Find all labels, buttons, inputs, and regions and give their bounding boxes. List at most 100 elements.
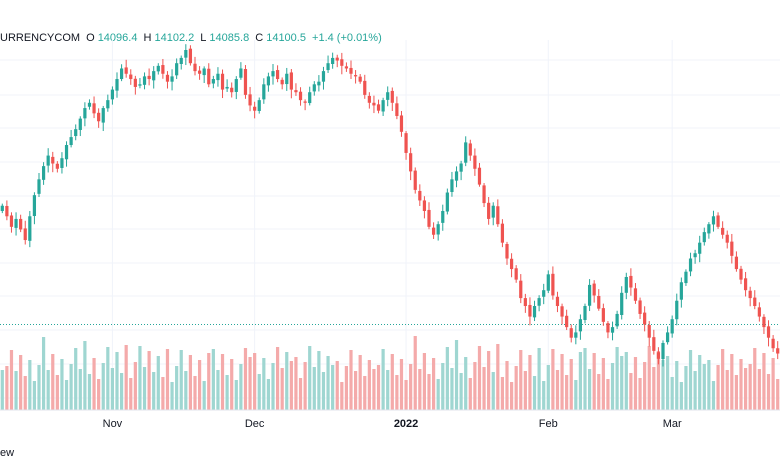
candle-body [487, 202, 491, 219]
volume-bar [78, 369, 82, 410]
candle-body [601, 308, 605, 322]
volume-bar [349, 350, 353, 410]
volume-bar [771, 358, 775, 410]
candle-body [340, 59, 344, 66]
candle-body [32, 195, 37, 217]
candle-body [661, 342, 665, 360]
volume-bar [583, 348, 587, 410]
volume-bar [37, 365, 41, 410]
candle-body [321, 71, 326, 82]
candle-body [698, 242, 702, 254]
candlestick-chart[interactable]: NovDec2022FebMarApr [0, 0, 780, 440]
volume-bar [161, 377, 165, 410]
volume-bar [482, 367, 486, 410]
open-value: 14096.4 [97, 32, 138, 44]
candle-body [188, 48, 193, 64]
close-value: 14100.5 [266, 32, 306, 44]
candle-body [179, 57, 183, 64]
candle-body [220, 73, 225, 90]
candle-body [133, 78, 137, 87]
candle-body [175, 63, 179, 76]
volume-bar [51, 354, 55, 410]
candle-body [285, 73, 289, 85]
volume-bar [431, 358, 436, 410]
candle-body [106, 100, 110, 109]
volume-bar [289, 361, 293, 410]
candle-body [101, 108, 105, 123]
volume-bar [711, 381, 716, 410]
candle-body [436, 224, 440, 235]
volume-bar [615, 347, 619, 410]
footer-text: ew [0, 447, 15, 459]
volume-bar [555, 370, 560, 410]
change-value: +1.4 (+0.01%) [312, 32, 382, 44]
candle-body [592, 283, 596, 296]
candle-body [629, 275, 633, 288]
volume-bar [679, 382, 683, 410]
candle-body [743, 278, 748, 291]
volume-bar [702, 364, 706, 410]
candle-body [216, 73, 220, 81]
volume-bar [643, 362, 647, 410]
volume-bar [684, 366, 688, 410]
volume-bar [138, 346, 142, 410]
volume-bar [248, 357, 252, 410]
candle-body [119, 68, 124, 80]
candle-body [771, 338, 775, 349]
candle-body [665, 332, 670, 343]
volume-bar [257, 374, 261, 410]
candle-body [19, 218, 23, 230]
candle-body [344, 66, 349, 69]
candle-body [730, 241, 734, 256]
low-value: 14085.8 [209, 32, 250, 44]
candle-body [670, 319, 674, 334]
volume-bar [119, 373, 124, 410]
candle-body [165, 74, 170, 82]
candle-body [500, 223, 505, 243]
open-key: O [86, 32, 95, 44]
volume-bar [665, 356, 670, 410]
x-tick-label: Nov [103, 418, 123, 430]
candle-body [87, 102, 92, 107]
volume-bar [753, 348, 757, 410]
candle-body [363, 80, 367, 95]
volume-bar [326, 356, 330, 410]
high-value: 14102.2 [154, 32, 195, 44]
volume-bar [610, 363, 615, 410]
volume-bar [69, 364, 73, 410]
candle-body [565, 315, 569, 328]
volume-bar [285, 352, 289, 410]
time-axis: NovDec2022FebMarApr [103, 418, 682, 430]
candle-body [597, 295, 601, 309]
candle-body [707, 224, 711, 234]
volume-bar [321, 372, 326, 410]
candle-body [28, 216, 32, 241]
volume-bar [620, 356, 624, 410]
volume-bar [459, 373, 463, 410]
volume-bar [542, 381, 546, 410]
candle-body [289, 72, 293, 90]
volume-bar [762, 353, 766, 410]
high-key: H [143, 32, 152, 44]
volume-bar [74, 348, 78, 410]
candle-body [14, 218, 18, 228]
candle-body [468, 143, 472, 156]
candle-body [197, 70, 202, 74]
volume-bar [60, 359, 64, 410]
volume-bar [422, 353, 427, 410]
volume-bar [106, 347, 110, 410]
candle-body [427, 209, 431, 227]
volume-bar [597, 374, 601, 410]
candle-body [211, 79, 215, 84]
candle-body [294, 90, 298, 93]
volume-bar [454, 340, 459, 410]
candle-body [445, 192, 449, 212]
candle-body [152, 71, 156, 81]
volume-bar [661, 360, 665, 410]
volume-bar [202, 381, 206, 410]
candle-body [23, 228, 27, 241]
candle-body [610, 327, 615, 333]
volume-bar [19, 355, 23, 410]
volume-bar [776, 379, 780, 410]
candle-body [257, 100, 261, 111]
